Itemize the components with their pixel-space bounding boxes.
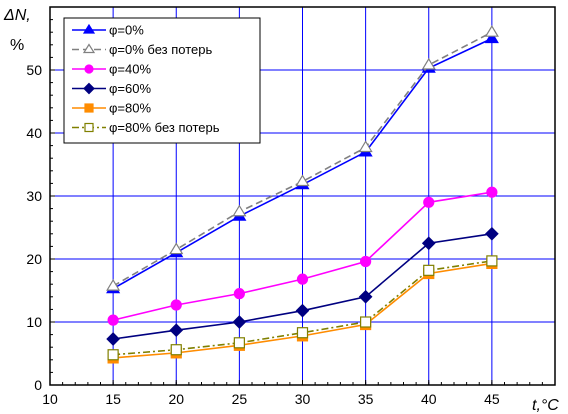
y-axis-label: ΔN, — [3, 7, 31, 24]
series-3-point-1 — [169, 323, 184, 338]
y-tick-label-2: 20 — [26, 251, 42, 267]
series-5-point-6 — [486, 255, 498, 267]
legend-label-0: φ=0% — [109, 23, 144, 38]
y-tick-label-4: 40 — [26, 125, 42, 141]
series-1-point-1 — [169, 242, 184, 255]
series-2-point-4 — [360, 255, 372, 268]
series-3-point-5 — [421, 236, 436, 251]
series-5-point-2 — [233, 337, 245, 349]
x-tick-label-1: 15 — [105, 391, 121, 407]
x-tick-label-7: 45 — [484, 391, 500, 407]
series-1-point-6 — [484, 25, 499, 37]
legend-marker-1 — [82, 43, 96, 54]
legend: φ=0% φ=0% без потерь φ=40% φ=60% φ=80% φ=80% … — [63, 17, 261, 144]
y-tick-label-0: 0 — [34, 377, 42, 393]
legend-label-3: φ=60% — [109, 81, 151, 96]
x-tick-label-5: 35 — [358, 391, 374, 407]
series-5-point-4 — [360, 316, 372, 328]
x-tick-label-0: 10 — [42, 391, 58, 407]
series-5-point-1 — [170, 344, 182, 356]
series-5-point-5 — [423, 264, 435, 276]
series-1-point-0 — [106, 278, 121, 291]
y-tick-label-5: 50 — [26, 62, 42, 78]
x-tick-label-2: 20 — [168, 391, 184, 407]
x-tick-label-6: 40 — [421, 391, 437, 407]
series-1-point-4 — [358, 140, 373, 153]
series-2-point-3 — [296, 273, 309, 285]
legend-label-1: φ=0% без потерь — [109, 42, 212, 57]
series-0-point-6 — [484, 31, 499, 44]
legend-marker-5 — [84, 122, 94, 133]
series-layer — [106, 25, 499, 364]
series-2-point-0 — [107, 314, 119, 326]
series-2 — [107, 186, 498, 326]
series-3-point-2 — [232, 315, 247, 329]
series-3-point-4 — [358, 289, 373, 304]
legend-box — [63, 17, 261, 144]
y-tick-label-3: 30 — [26, 188, 42, 204]
legend-marker-4 — [84, 103, 94, 113]
series-3-point-3 — [295, 303, 310, 318]
series-3-point-6 — [485, 226, 499, 241]
series-1-point-2 — [232, 204, 247, 217]
series-5-point-3 — [296, 327, 309, 339]
x-axis-label: t,°C — [532, 397, 559, 414]
series-2-point-1 — [170, 299, 182, 311]
series-1-point-5 — [421, 57, 436, 70]
legend-label-2: φ=40% — [109, 62, 151, 77]
legend-marker-3 — [83, 82, 95, 95]
series-2-point-2 — [233, 288, 245, 300]
series-3-point-0 — [106, 332, 120, 346]
series-2-point-6 — [486, 186, 498, 198]
series-5-point-0 — [107, 349, 119, 361]
legend-label-4: φ=80% — [109, 101, 151, 116]
y-tick-label-1: 10 — [26, 314, 42, 330]
series-1 — [106, 25, 499, 291]
series-1-point-3 — [295, 174, 310, 187]
series-5 — [107, 255, 498, 361]
legend-label-5: φ=80% без потерь — [109, 120, 220, 135]
x-tick-label-3: 25 — [232, 391, 248, 407]
legend-marker-2 — [84, 64, 94, 74]
y-axis-unit: % — [10, 37, 24, 54]
legend-marker-0 — [82, 23, 96, 34]
x-tick-label-4: 30 — [295, 391, 311, 407]
series-3 — [106, 226, 499, 346]
series-2-point-5 — [423, 196, 435, 208]
